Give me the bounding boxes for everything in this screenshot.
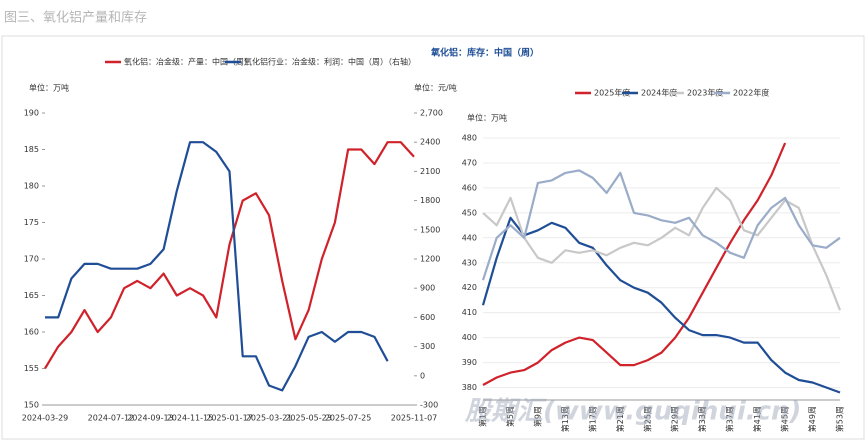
y-tick-label: 390 [462,358,477,367]
y-tick-label: 410 [462,308,477,317]
legend-label: 2023年度 [687,88,723,98]
x-tick-label: 2024-09-13 [127,414,174,423]
panel [1,35,865,440]
legend-label: 氧化铝行业：冶金级：利润：中国（周）（右轴） [244,57,416,67]
y2-tick-label: 300 [420,342,435,351]
legend-label: 2024年度 [641,88,677,98]
y-tick-label: 380 [462,383,477,392]
y-tick-label: 420 [462,283,477,292]
x-tick-label: 第49周 [807,406,817,432]
y-tick-label: 160 [24,328,39,337]
y-tick-label: 440 [462,233,477,242]
x-tick-label: 第1周 [478,406,488,427]
x-tick-label: 2024-07-12 [88,414,135,423]
x-tick-label: 第33周 [697,406,707,432]
x-tick-label: 2025-11-07 [391,414,438,423]
x-tick-label: 第9周 [532,406,542,427]
x-tick-label: 第53周 [835,406,845,432]
y-tick-label: 460 [462,183,477,192]
y-tick-label: 190 [24,109,39,118]
y2-tick-label: 2100 [420,167,440,176]
y2-tick-label: 0 [420,371,425,380]
x-tick-label: 第21周 [615,406,625,432]
y-tick-label: 400 [462,333,477,342]
y-tick-label: 480 [462,134,477,143]
y2-unit: 单位：元/吨 [414,83,457,93]
y2-tick-label: 2400 [420,138,440,147]
y2-tick-label: 1500 [420,225,440,234]
series-line [482,142,787,386]
x-tick-label: 2025-01-17 [206,414,253,423]
y-tick-label: 150 [24,401,39,410]
series-line [44,141,415,370]
x-tick-label: 2025-05-23 [285,414,332,423]
y-tick-label: 175 [24,218,39,227]
x-tick-label: 第5周 [505,406,515,427]
x-tick-label: 第37周 [725,406,735,432]
y-tick-label: 450 [462,208,477,217]
series-line [481,216,841,394]
y2-tick-label: 900 [420,284,435,293]
x-tick-label: 第45周 [780,406,790,432]
y-tick-label: 155 [24,364,39,373]
y-unit: 单位：万吨 [29,83,69,93]
x-tick-label: 第17周 [587,406,597,432]
series-line [45,141,389,392]
legend-label: 2022年度 [733,88,769,98]
y2-tick-label: 1200 [420,255,440,264]
x-tick-label: 2024-11-15 [167,414,214,423]
y-tick-label: 165 [24,291,39,300]
legend-label: 氧化铝：冶金级：产量：中国（周） [124,57,252,67]
x-tick-label: 第41周 [752,406,762,432]
series-line [482,186,842,311]
y-tick-label: 430 [462,258,477,267]
x-tick-label: 2024-03-29 [22,414,69,423]
x-tick-label: 第13周 [560,406,570,432]
y2-tick-label: 2,700 [420,109,443,118]
y2-tick-label: 600 [420,313,435,322]
chart-title: 氧化铝：库存：中国（周） [430,47,539,59]
watermark: 股期汇(www.guqihui.cn) [464,397,801,427]
x-tick-label: 2025-03-21 [246,414,293,423]
series-line [481,169,841,281]
y-tick-label: 185 [24,145,39,154]
x-tick-label: 第29周 [670,406,680,432]
y-tick-label: 470 [462,158,477,167]
y-unit: 单位：万吨 [467,113,507,123]
y-tick-label: 180 [24,182,39,191]
x-tick-label: 2025-07-25 [325,414,372,423]
y2-tick-label: -300 [420,401,438,410]
y-tick-label: 170 [24,255,39,264]
caption: 图三、氧化铝产量和库存 [4,10,147,26]
x-tick-label: 第25周 [642,406,652,432]
legend-label: 2025年度 [594,88,630,98]
y2-tick-label: 1800 [420,196,440,205]
